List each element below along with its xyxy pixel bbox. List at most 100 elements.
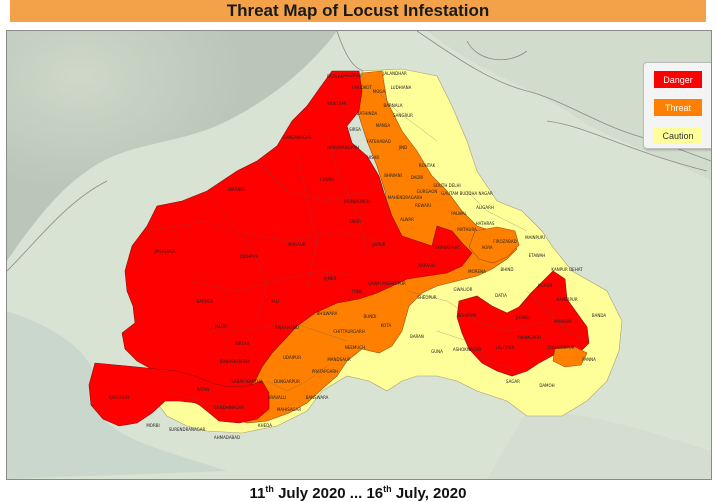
district-label: GWALIOR	[454, 287, 473, 292]
zone-threat-agra[interactable]	[468, 226, 520, 264]
district-label: AJMER	[324, 276, 337, 281]
district-label: GAUTAM BUDDHA NAGAR	[441, 191, 493, 196]
map-frame[interactable]: FAZILKA MUKTSAR FARIDKOT GANGANAGAR HANUMANG…	[6, 30, 712, 480]
district-label: PANNA	[582, 357, 596, 362]
start-rest: July 2020	[273, 485, 346, 502]
legend: Danger Threat Caution	[643, 62, 711, 149]
district-label: ETAWAH	[529, 253, 546, 258]
district-label: MUKTSAR	[327, 101, 346, 106]
district-label: BHILWARA	[317, 311, 338, 316]
district-label: JALANDHAR	[382, 71, 407, 76]
district-label: BHIWANI	[384, 173, 402, 178]
district-label: KANPUR DEHAT	[551, 267, 583, 272]
district-label: BHARATPUR	[435, 245, 459, 250]
district-label: GANDHINAGAR	[214, 405, 245, 410]
district-label: ALWAR	[400, 217, 414, 222]
district-label: BUNDI	[364, 314, 377, 319]
district-label: HANUMANGARH	[327, 145, 359, 150]
district-label: BARNALA	[383, 103, 402, 108]
district-label: MAINPURI	[525, 235, 545, 240]
district-label: GANGANAGAR	[283, 135, 312, 140]
district-boundaries	[146, 90, 588, 408]
district-label: JHUNJHUNUN	[343, 199, 370, 204]
legend-danger: Danger	[654, 71, 702, 88]
district-label: LUDHIANA	[391, 85, 412, 90]
district-label: CHITTAURGARH	[333, 329, 365, 334]
district-label: GUNA	[431, 349, 443, 354]
district-label: ROHTAK	[419, 163, 436, 168]
district-label: SABAR KANTHA	[231, 379, 263, 384]
end-day: 16	[366, 485, 384, 502]
district-label: JALOR	[214, 324, 227, 329]
district-label: TONK	[350, 289, 363, 294]
district-label: SANGRUR	[393, 113, 413, 118]
zone-danger-west[interactable]	[121, 70, 473, 394]
district-label: BARMER	[196, 299, 213, 304]
terrain-desert	[7, 31, 337, 261]
district-label: DADRI	[411, 175, 424, 180]
district-label: MAHOBA	[554, 319, 572, 324]
district-label: MORENA	[468, 269, 486, 274]
terrain-sea	[7, 311, 227, 479]
district-label: UDAIPUR	[283, 355, 301, 360]
district-label: FARIDKOT	[352, 85, 372, 90]
district-label: AGRA	[481, 245, 492, 250]
district-label: LALITPUR	[495, 345, 514, 350]
boundary-lines	[7, 31, 711, 272]
district-label: FATEHABAD	[367, 139, 391, 144]
terrain-plateau	[487, 411, 711, 479]
terrain-himalaya	[427, 31, 711, 181]
district-label: DUNGARPUR	[274, 379, 300, 384]
district-label: SIRSA	[349, 127, 361, 132]
district-label: HAMIRPUR	[556, 297, 577, 302]
district-label: PALI	[271, 299, 279, 304]
district-label: BANSWARA	[306, 395, 329, 400]
district-label: REWARI	[415, 203, 431, 208]
district-label: ARAVALLI	[268, 395, 287, 400]
district-label: JHANSI	[515, 315, 530, 320]
district-label: MANDSAUR	[327, 357, 351, 362]
district-label: PRATAPGARH	[312, 369, 338, 374]
district-label: SIKAR	[349, 219, 361, 224]
district-label: ALIGARH	[476, 205, 494, 210]
district-label: BARAN	[410, 334, 424, 339]
district-label: DATIA	[495, 293, 507, 298]
district-label: BHIND	[500, 267, 513, 272]
district-label: PALWAL	[451, 211, 467, 216]
district-label: AHMADABAD	[214, 435, 240, 440]
district-label: GURGAON	[417, 189, 438, 194]
district-label: SIROHI	[235, 341, 249, 346]
start-suffix: th	[265, 484, 274, 494]
district-label: KACHCHH	[109, 395, 129, 400]
district-label: JAISALMER	[153, 249, 176, 254]
district-label: MAHISAGAR	[277, 407, 301, 412]
district-label: SAWAI MADHOPUR	[368, 281, 406, 286]
district-label: FIROZPUR	[341, 73, 361, 78]
district-label: SOUTH DELHI	[433, 183, 460, 188]
zone-threat-chhatarpur[interactable]	[552, 346, 588, 368]
district-label: BIKANER	[228, 187, 246, 192]
map-title: Threat Map of Locust Infestation	[10, 0, 706, 22]
district-label: MORBI	[146, 423, 159, 428]
district-label: CHURU	[320, 177, 335, 182]
threat-map[interactable]: FAZILKA MUKTSAR FARIDKOT GANGANAGAR HANUMANG…	[7, 31, 711, 479]
district-label: HISAR	[367, 155, 380, 160]
district-label: CHHATARPUR	[547, 345, 574, 350]
district-label: DAMOH	[539, 383, 554, 388]
district-label: MOGA	[373, 89, 386, 94]
district-label: SHEOPUR	[417, 295, 437, 300]
district-label: FIROZABAD	[493, 239, 516, 244]
district-label: KOTA	[381, 323, 392, 328]
district-label: SAGAR	[506, 379, 520, 384]
district-label: MAHENDRAGARH	[388, 195, 423, 200]
district-label: FAZILKA	[327, 74, 343, 79]
end-rest: July, 2020	[391, 485, 467, 502]
district-label: ASHOKNAGAR	[453, 347, 482, 352]
legend-caution: Caution	[654, 127, 702, 144]
district-label: MATHURA	[457, 227, 477, 232]
district-label: TIKAMGARH	[516, 335, 541, 340]
date-separator: ...	[345, 485, 367, 502]
district-label: NAGAUR	[288, 242, 305, 247]
district-label: JIND	[398, 145, 407, 150]
district-label: KARAULI	[419, 263, 436, 268]
